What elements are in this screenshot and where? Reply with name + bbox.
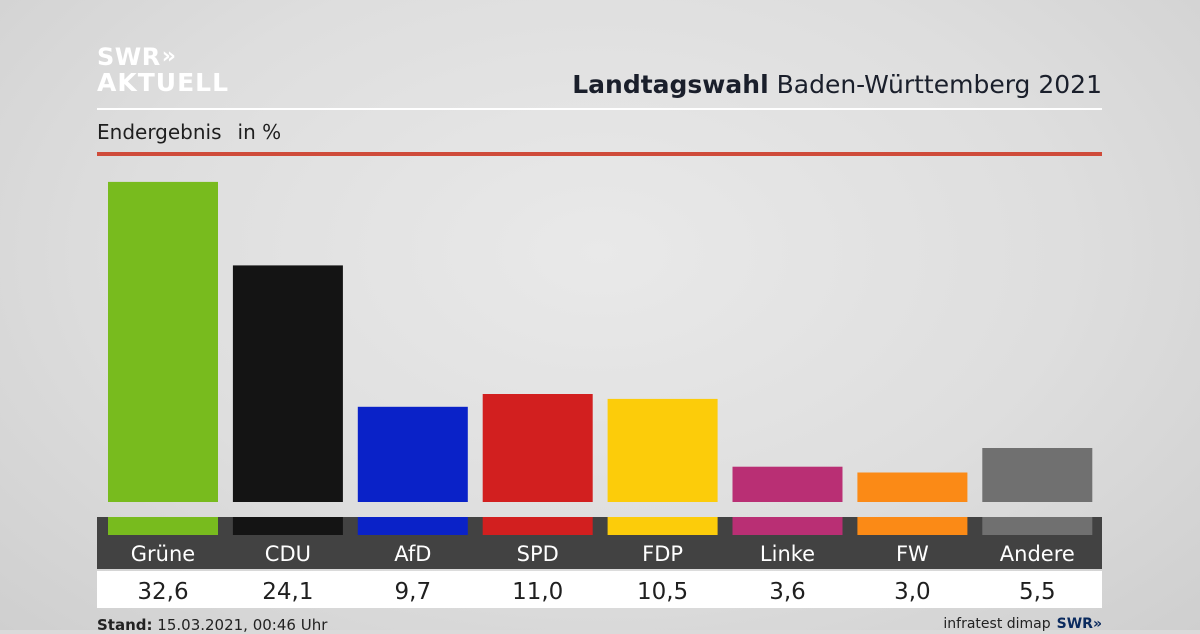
value-label-band: [97, 571, 1102, 608]
category-label-1: CDU: [265, 542, 311, 566]
category-label-4: FDP: [642, 542, 683, 566]
chart-title: Landtagswahl Baden-Württemberg 2021: [572, 70, 1102, 99]
category-label-5: Linke: [760, 542, 815, 566]
chevron-icon: »: [161, 44, 177, 69]
value-label-7: 5,5: [1019, 579, 1056, 605]
color-key-1: [232, 517, 343, 535]
category-label-7: Andere: [1000, 542, 1075, 566]
bar-4: [607, 398, 718, 502]
header-rule: [97, 108, 1102, 110]
chart-subtitle: Endergebnis in %: [97, 120, 281, 144]
swr-aktuell-logo: SWR» AKTUELL: [97, 44, 229, 96]
subtitle-unit: in %: [237, 120, 282, 144]
color-key-7: [982, 517, 1093, 535]
color-key-0: [108, 517, 218, 535]
logo-line-2: AKTUELL: [97, 68, 230, 97]
logo-line-1: SWR: [97, 43, 161, 71]
title-bold: Landtagswahl: [572, 70, 769, 99]
value-label-1: 24,1: [262, 579, 313, 605]
color-key-2: [357, 517, 468, 535]
color-key-3: [482, 517, 593, 535]
bar-0: [108, 181, 218, 502]
bar-1: [232, 265, 343, 502]
footer-source: infratest dimap SWR»: [943, 616, 1102, 632]
source-text: infratest dimap: [943, 616, 1051, 632]
bar-6: [857, 472, 968, 502]
category-label-0: Grüne: [131, 542, 195, 566]
value-label-3: 11,0: [512, 579, 563, 605]
stand-value: 15.03.2021, 00:46 Uhr: [157, 616, 328, 634]
color-key-4: [607, 517, 718, 535]
value-label-5: 3,6: [769, 579, 806, 605]
value-label-4: 10,5: [637, 579, 688, 605]
stand-label: Stand:: [97, 616, 153, 634]
color-key-6: [857, 517, 968, 535]
category-label-3: SPD: [517, 542, 559, 566]
value-label-0: 32,6: [137, 579, 188, 605]
swr-footer-logo: SWR»: [1056, 616, 1102, 632]
bar-3: [482, 394, 593, 502]
accent-rule: [97, 152, 1102, 156]
subtitle-label: Endergebnis: [97, 120, 222, 144]
bar-7: [982, 448, 1093, 502]
category-label-2: AfD: [394, 542, 431, 566]
value-label-2: 9,7: [395, 579, 432, 605]
value-label-6: 3,0: [894, 579, 931, 605]
color-key-5: [732, 517, 843, 535]
category-label-6: FW: [896, 542, 929, 566]
title-rest: Baden-Württemberg 2021: [768, 70, 1102, 99]
bar-5: [732, 466, 843, 502]
footer-stand: Stand: 15.03.2021, 00:46 Uhr: [97, 616, 327, 634]
bar-2: [357, 406, 468, 502]
